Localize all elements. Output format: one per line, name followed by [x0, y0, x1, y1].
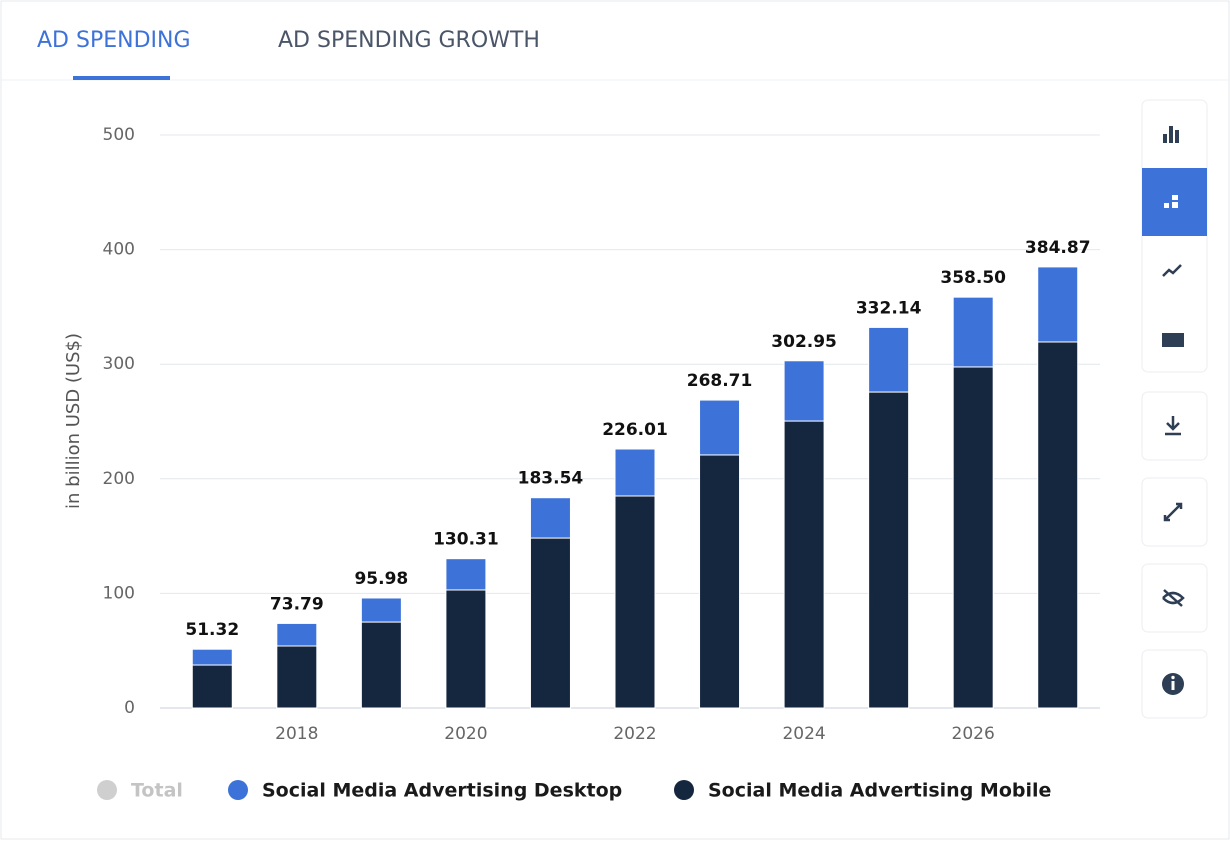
y-tick-label: 500: [103, 125, 135, 145]
icon-bar[interactable]: [1163, 126, 1179, 143]
x-tick-label: 2022: [613, 724, 656, 744]
total-label: 51.32: [185, 620, 239, 640]
tab-active[interactable]: AD SPENDING: [37, 28, 191, 53]
tab-underline: [73, 76, 170, 80]
x-tick-label: 2020: [444, 724, 487, 744]
legend-label[interactable]: Social Media Advertising Mobile: [708, 780, 1051, 802]
bar-segment: [868, 326, 910, 393]
tab[interactable]: AD SPENDING GROWTH: [278, 28, 540, 53]
legend-label[interactable]: Social Media Advertising Desktop: [262, 780, 622, 802]
bar-segment: [360, 597, 402, 623]
y-tick-label: 100: [103, 583, 135, 603]
icon-table[interactable]: [1162, 333, 1184, 347]
total-label: 73.79: [270, 594, 324, 614]
y-axis-label: in billion USD (US$): [63, 333, 84, 509]
icon-expand: [1163, 502, 1183, 522]
bar-segment: [614, 495, 656, 709]
y-tick-label: 0: [124, 698, 135, 718]
icon-download: [1165, 416, 1181, 436]
bar-segment: [783, 420, 825, 709]
total-label: 226.01: [602, 420, 668, 440]
bar-segment: [1037, 266, 1079, 343]
bar-segment: [276, 645, 318, 709]
bar-segment: [276, 622, 318, 647]
icon-info-i: [1171, 681, 1175, 690]
bar-segment: [191, 664, 233, 709]
legend-dot: [97, 780, 117, 800]
toolbar: [1141, 99, 1208, 719]
total-label: 332.14: [856, 298, 922, 318]
icon-info-dot: [1171, 675, 1175, 680]
icon-line[interactable]: [1162, 264, 1182, 277]
x-tick-label: 2024: [782, 724, 825, 744]
total-label: 183.54: [518, 469, 584, 489]
total-label: 358.50: [940, 268, 1006, 288]
bar-segment: [952, 296, 994, 368]
bar-segment: [445, 558, 487, 591]
bar-segment: [360, 621, 402, 709]
x-tick-label: 2018: [275, 724, 318, 744]
total-label: 302.95: [771, 332, 837, 352]
legend-label[interactable]: Total: [131, 780, 183, 802]
icon-hide: [1162, 589, 1185, 607]
bar-segment: [783, 360, 825, 422]
bar-segment: [191, 648, 233, 666]
bar-segment: [529, 497, 571, 539]
bar-segment: [614, 448, 656, 497]
bar-segment: [1037, 341, 1079, 709]
icon-stacked[interactable]: [1164, 195, 1178, 208]
bar-segment: [868, 391, 910, 709]
total-label: 384.87: [1025, 238, 1091, 258]
bar-segment: [529, 537, 571, 709]
bar-segment: [952, 366, 994, 709]
y-tick-label: 400: [103, 240, 135, 260]
legend-dot: [228, 780, 248, 800]
bar-segment: [699, 454, 741, 709]
y-tick-label: 200: [103, 469, 135, 489]
legend-dot: [674, 780, 694, 800]
total-label: 95.98: [354, 569, 408, 589]
x-tick-label: 2026: [952, 724, 995, 744]
total-label: 268.71: [687, 371, 753, 391]
bar-segment: [445, 589, 487, 709]
bar-segment: [699, 399, 741, 456]
y-tick-label: 300: [103, 354, 135, 374]
total-label: 130.31: [433, 530, 499, 550]
